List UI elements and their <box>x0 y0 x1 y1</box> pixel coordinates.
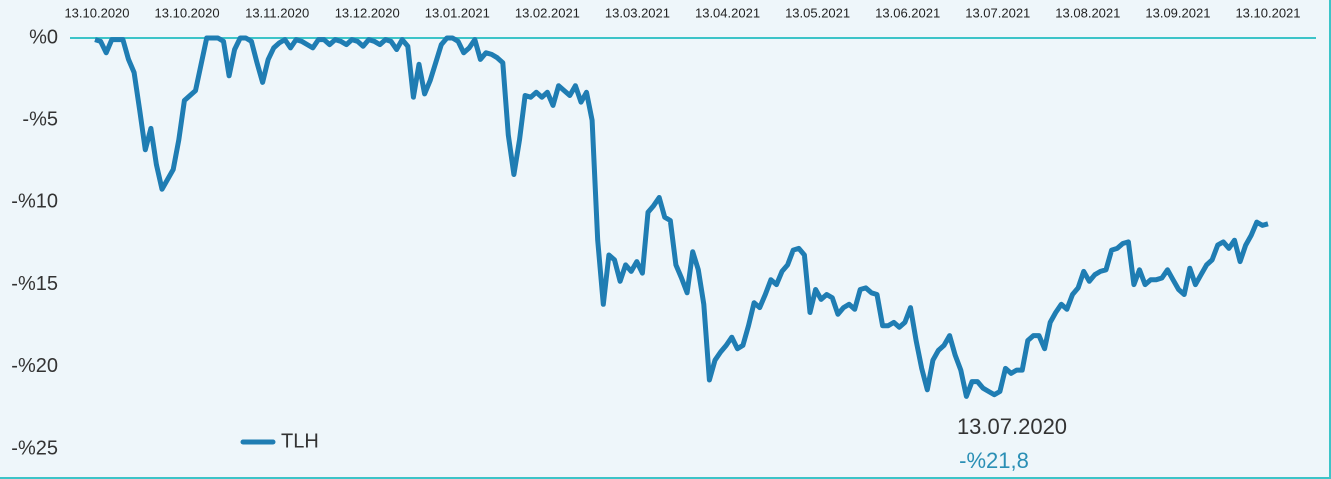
y-tick-label: -%5 <box>22 108 58 130</box>
x-tick-label: 13.12.2020 <box>335 5 400 20</box>
x-tick-label: 13.09.2021 <box>1145 5 1210 20</box>
y-tick-label: -%20 <box>11 355 58 377</box>
x-tick-label: 13.08.2021 <box>1055 5 1120 20</box>
y-tick-label: -%25 <box>11 437 58 459</box>
annotation-value: -%21,8 <box>959 448 1029 473</box>
line-series <box>94 35 1269 399</box>
x-tick-label: 13.10.2021 <box>1235 5 1300 20</box>
x-tick-label: 13.11.2020 <box>245 5 309 20</box>
x-tick-label: 13.05.2021 <box>785 5 850 20</box>
x-tick-label: 13.03.2021 <box>605 5 670 20</box>
x-tick-label: 13.06.2021 <box>875 5 940 20</box>
y-tick-label: -%15 <box>11 273 58 295</box>
x-tick-label: 13.01.2021 <box>425 5 490 20</box>
legend-label: TLH <box>281 430 319 452</box>
y-tick-label: -%10 <box>11 191 58 213</box>
x-tick-label: 13.10.2020 <box>64 5 129 20</box>
y-tick-label: %0 <box>29 26 58 48</box>
x-tick-label: 13.04.2021 <box>695 5 760 20</box>
annotation-date: 13.07.2020 <box>957 414 1067 439</box>
x-tick-label: 13.07.2021 <box>965 5 1030 20</box>
x-tick-label: 13.02.2021 <box>515 5 580 20</box>
x-tick-label: 13.10.2020 <box>155 5 220 20</box>
